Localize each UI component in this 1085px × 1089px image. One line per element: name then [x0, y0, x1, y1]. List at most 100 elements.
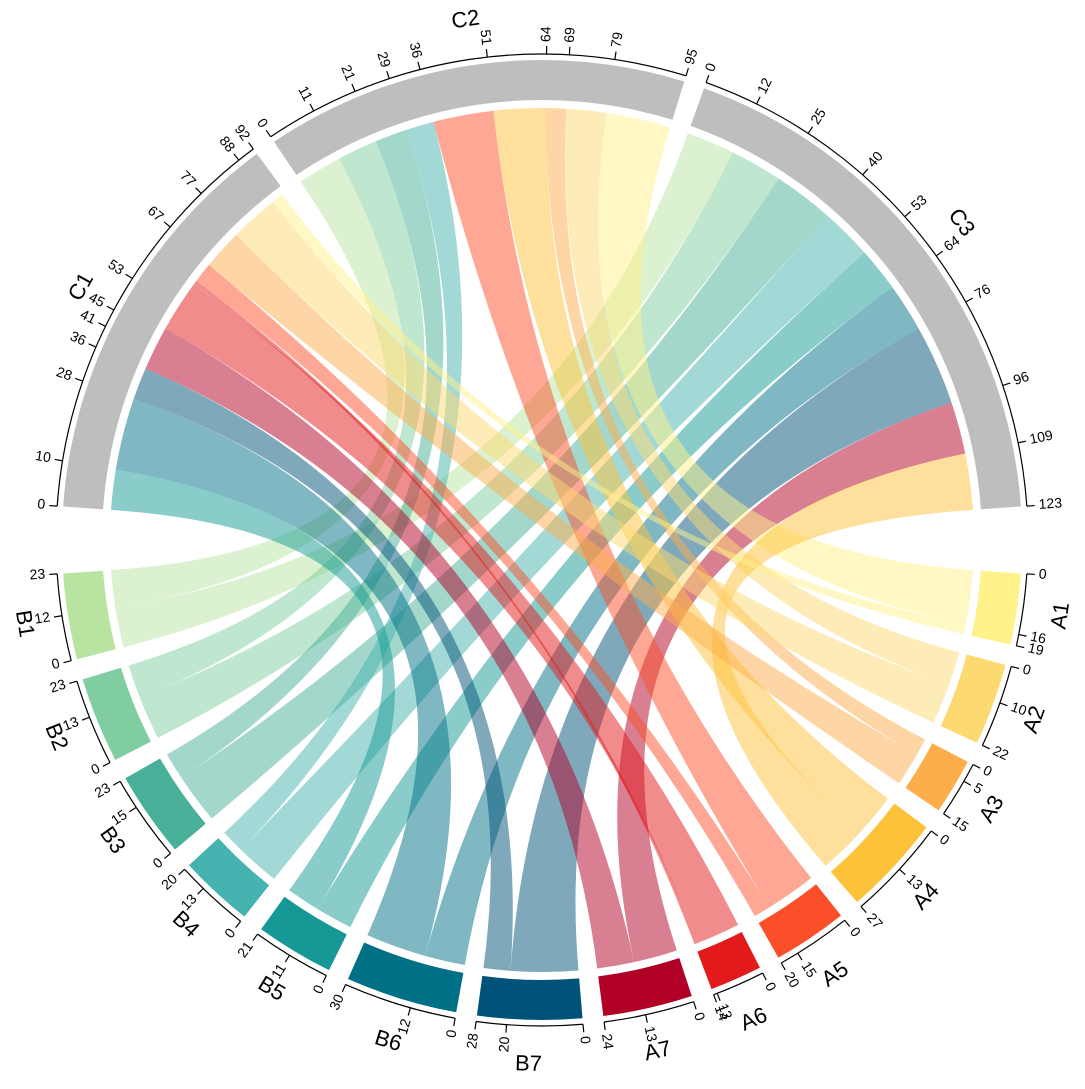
tick-label: 5	[971, 779, 986, 797]
tick-mark	[762, 972, 767, 981]
tick-label: 15	[798, 959, 820, 981]
tick-label: 0	[442, 1028, 459, 1039]
tick-label: 0	[149, 854, 165, 871]
tick-label: 13	[642, 1025, 661, 1044]
tick-mark	[935, 250, 944, 257]
tick-label: 0	[37, 495, 46, 512]
tick-label: 45	[86, 289, 107, 311]
tick-label: 10	[34, 447, 52, 465]
tick-mark	[844, 919, 851, 927]
tick-mark	[505, 1024, 508, 1033]
tick-mark	[982, 744, 990, 750]
sector-axis	[56, 148, 254, 507]
link-ribbon	[598, 112, 973, 625]
tick-mark	[963, 780, 972, 786]
tick-label: 69	[561, 27, 578, 44]
tick-label: 13	[715, 1001, 736, 1021]
sector-name: B7	[515, 1050, 543, 1076]
tick-label: 10	[1009, 698, 1029, 718]
tick-mark	[1002, 382, 1011, 386]
tick-mark	[125, 273, 133, 280]
tick-label: 21	[234, 938, 256, 960]
tick-label: 0	[701, 61, 719, 74]
sector-name: B3	[95, 822, 131, 858]
sector-arc	[63, 570, 116, 660]
tick-label: 64	[537, 26, 553, 42]
sector-arc	[188, 838, 270, 917]
link-ribbon	[133, 368, 513, 971]
sector-arc	[940, 654, 1006, 743]
link-ribbon	[236, 202, 949, 723]
tick-label: 20	[781, 969, 803, 991]
tick-label: 24	[599, 1033, 617, 1051]
sector-axis	[981, 666, 1012, 746]
sector-axis	[604, 1001, 694, 1023]
tick-label: 79	[607, 31, 625, 49]
sector-axis	[475, 1020, 584, 1027]
tick-mark	[195, 187, 202, 194]
tick-label: 15	[950, 813, 972, 835]
link-ribbon	[493, 108, 888, 833]
tick-label: 36	[407, 41, 426, 60]
tick-mark	[284, 954, 290, 963]
tick-label: 53	[105, 256, 127, 278]
tick-mark	[69, 680, 78, 685]
tick-label: 13	[60, 713, 81, 734]
tick-mark	[233, 153, 240, 161]
tick-mark	[54, 458, 63, 462]
tick-mark	[999, 702, 1008, 707]
tick-mark	[862, 168, 869, 176]
tick-label: 0	[309, 982, 327, 996]
tick-mark	[930, 830, 939, 837]
tick-label: 0	[88, 760, 102, 778]
link-ribbon	[617, 402, 966, 963]
tick-mark	[88, 343, 97, 348]
tick-mark	[860, 906, 867, 914]
tick-label: 95	[681, 47, 701, 67]
tick-mark	[807, 126, 814, 134]
link-ribbon	[167, 129, 444, 778]
tick-mark	[351, 83, 356, 92]
link-ribbon	[224, 121, 463, 850]
tick-mark	[102, 762, 111, 767]
tick-mark	[614, 51, 617, 60]
sector-name: A1	[1046, 600, 1075, 630]
tick-mark	[386, 70, 390, 79]
link-ribbon	[240, 215, 865, 879]
tick-label: 96	[1011, 368, 1031, 388]
tick-label: 19	[1027, 639, 1046, 658]
tick-label: 0	[937, 831, 953, 849]
tick-mark	[74, 377, 83, 382]
link-ribbon	[317, 252, 893, 928]
tick-mark	[453, 1018, 456, 1027]
tick-label: 123	[1038, 494, 1063, 512]
sector-name: B4	[168, 905, 205, 942]
tick-mark	[112, 780, 121, 786]
tick-label: 76	[972, 280, 994, 302]
tick-mark	[797, 952, 803, 961]
tick-mark	[309, 103, 315, 112]
tick-label: 27	[864, 910, 886, 932]
tick-label: 53	[908, 191, 930, 213]
tick-label: 11	[295, 83, 316, 104]
tick-mark	[716, 993, 721, 1001]
sector-arc	[347, 942, 464, 1013]
sector-axis	[270, 53, 687, 138]
link-ribbon	[425, 287, 919, 966]
tick-mark	[485, 49, 488, 58]
tick-mark	[1011, 665, 1020, 670]
sector-axis	[184, 868, 242, 922]
tick-mark	[582, 1024, 585, 1033]
tick-mark	[603, 1021, 606, 1031]
tick-mark	[49, 573, 58, 576]
tick-mark	[81, 716, 90, 721]
tick-label: 0	[762, 980, 780, 994]
tick-label: 21	[338, 62, 359, 83]
tick-label: 41	[78, 306, 99, 327]
tick-label: 23	[29, 565, 46, 582]
tick-label: 29	[374, 50, 394, 70]
sector-arc	[971, 570, 1021, 645]
sector-arc	[274, 59, 685, 175]
